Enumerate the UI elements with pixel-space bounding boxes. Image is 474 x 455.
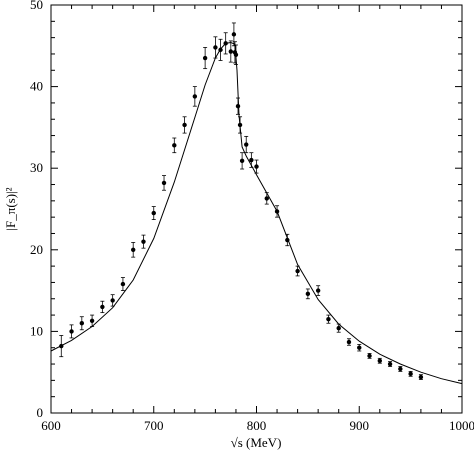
- plot-frame: [50, 4, 463, 414]
- data-point: [244, 142, 249, 147]
- data-point: [231, 32, 237, 37]
- data-points: [59, 32, 424, 380]
- x-tick-label: 900: [350, 418, 370, 433]
- data-point: [305, 291, 311, 297]
- data-point: [182, 122, 187, 128]
- y-tick-label: 40: [30, 79, 43, 94]
- data-point: [233, 52, 239, 57]
- y-tick-label: 50: [30, 0, 43, 12]
- data-point: [398, 366, 403, 372]
- data-point: [285, 237, 290, 243]
- y-tick-label: 20: [30, 242, 43, 257]
- y-axis-label: |F_π(s)|²: [3, 187, 18, 230]
- data-point: [254, 164, 259, 169]
- error-bars: [59, 22, 423, 380]
- data-point: [367, 353, 372, 359]
- y-tick-label: 30: [30, 160, 43, 175]
- data-point: [89, 318, 95, 323]
- x-tick-label: 1000: [449, 418, 474, 433]
- data-point: [357, 345, 362, 350]
- data-point: [120, 281, 126, 287]
- data-point: [418, 374, 424, 380]
- data-point: [408, 371, 413, 377]
- fit-curve: [50, 41, 463, 385]
- data-point: [346, 339, 352, 345]
- data-point: [100, 304, 105, 310]
- data-point: [131, 247, 136, 252]
- data-point: [264, 196, 269, 201]
- data-point: [79, 321, 85, 326]
- data-point: [228, 49, 234, 54]
- x-axis-label: √s (MeV): [231, 435, 282, 450]
- x-tick-label: 600: [41, 418, 61, 433]
- data-point: [202, 55, 208, 61]
- data-point: [192, 94, 198, 99]
- data-point: [213, 45, 218, 50]
- data-point: [218, 47, 223, 53]
- y-tick-label: 0: [37, 405, 44, 420]
- x-tick-label: 700: [144, 418, 164, 433]
- axis-ticks: [50, 4, 463, 414]
- data-point: [235, 103, 241, 109]
- data-point: [69, 329, 74, 334]
- data-point: [239, 158, 245, 164]
- x-tick-label: 800: [247, 418, 267, 433]
- data-point: [249, 157, 254, 163]
- data-point: [223, 41, 228, 46]
- data-point: [274, 209, 280, 214]
- y-tick-label: 10: [30, 323, 43, 338]
- data-point: [387, 361, 393, 367]
- data-point: [295, 268, 300, 274]
- data-point: [59, 343, 64, 349]
- data-point: [237, 122, 243, 128]
- data-point: [377, 358, 382, 363]
- data-point: [161, 180, 167, 186]
- data-point: [172, 143, 177, 148]
- data-point: [326, 316, 331, 322]
- data-point: [336, 325, 341, 331]
- tick-labels: 600 700 800 900 1000 0 10 20 30 40 50: [30, 0, 474, 433]
- data-point: [315, 288, 321, 293]
- data-point: [151, 210, 156, 216]
- data-point: [110, 298, 115, 303]
- data-point: [141, 239, 146, 244]
